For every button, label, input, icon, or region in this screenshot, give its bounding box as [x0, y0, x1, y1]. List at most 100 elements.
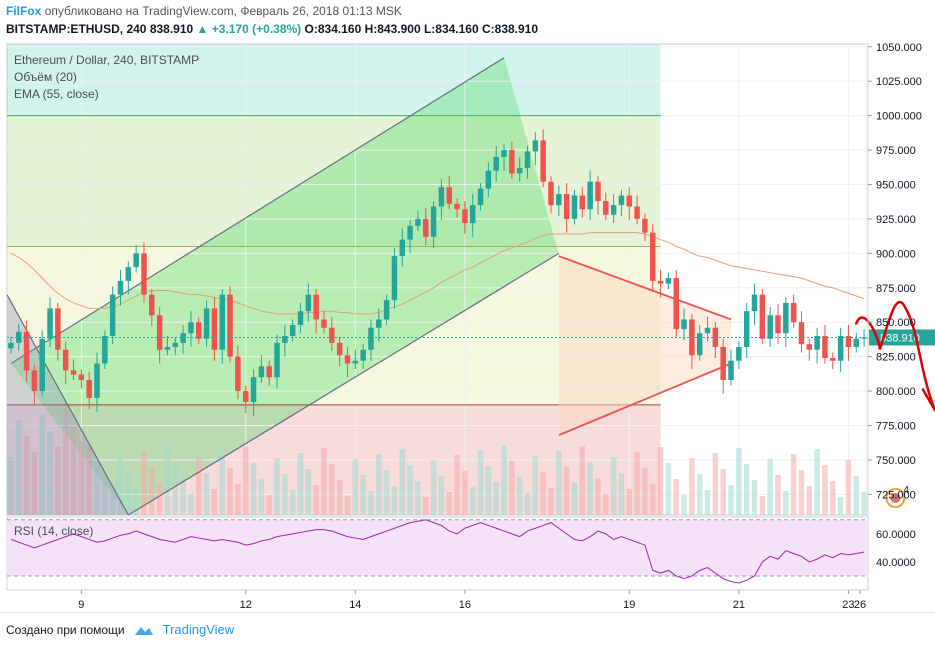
candle: [407, 225, 413, 240]
candle: [501, 150, 507, 157]
volume-bar: [336, 480, 343, 515]
candle: [305, 294, 312, 312]
volume-bar: [516, 477, 523, 515]
candle: [423, 218, 429, 237]
candle: [227, 294, 233, 357]
candle: [618, 195, 625, 206]
channel-fill: [10, 57, 559, 515]
volume-bar: [250, 463, 257, 515]
rsi-tick-label: 60.0000: [876, 529, 916, 541]
volume-bar: [837, 497, 844, 515]
candle: [798, 322, 805, 345]
candle: [282, 335, 288, 343]
candle: [634, 206, 640, 219]
candle: [837, 335, 844, 361]
volume-bar: [180, 478, 186, 515]
volume-bar: [149, 467, 155, 515]
volume-bar: [681, 495, 687, 515]
time-tick-label: 9: [78, 599, 84, 611]
candle: [704, 327, 711, 334]
price-change: +3.170 (+0.38%): [211, 22, 302, 36]
volume-bar: [70, 426, 77, 515]
zone-upper: [7, 44, 661, 116]
publisher-name[interactable]: FilFox: [6, 4, 42, 18]
candle: [383, 300, 390, 320]
volume-bar: [830, 481, 836, 515]
triangle-fill: [558, 256, 732, 436]
volume-bar: [376, 454, 382, 515]
candle: [853, 338, 859, 347]
volume-bar: [141, 451, 147, 515]
triangle-top-line: [558, 255, 732, 321]
price-tick-label: 1025.000: [876, 76, 922, 88]
time-tick-label: 23: [842, 599, 854, 611]
candle: [321, 319, 327, 328]
up-arrow-icon: ▲: [196, 22, 209, 36]
event-count: 4: [903, 485, 909, 496]
time-tick-label: 12: [240, 599, 252, 611]
candle: [258, 366, 265, 378]
volume-bar: [297, 453, 304, 515]
volume-bar: [822, 465, 828, 515]
candle: [571, 195, 578, 219]
candle: [469, 205, 476, 224]
candle: [720, 346, 726, 381]
candle: [610, 205, 617, 215]
candle: [642, 218, 648, 233]
tradingview-brand[interactable]: TradingView: [162, 622, 235, 637]
candle: [806, 344, 813, 350]
candle: [673, 278, 679, 330]
price-tag-label: 838.910: [880, 332, 920, 344]
volume-bar: [509, 461, 515, 515]
candle: [86, 380, 92, 398]
volume-bar: [258, 479, 265, 515]
candle: [188, 322, 194, 334]
candle: [336, 342, 343, 356]
candle: [650, 232, 656, 281]
volume-bar: [23, 436, 30, 515]
volume-bar: [524, 493, 531, 515]
candle: [352, 360, 359, 364]
price-tick-label: 750.000: [876, 455, 916, 467]
volume-bar: [266, 495, 272, 515]
volume-bar: [8, 457, 14, 515]
volume-bar: [242, 447, 249, 515]
candle: [493, 156, 499, 171]
candle: [563, 194, 570, 219]
volume-bar: [595, 478, 601, 515]
candle: [783, 302, 789, 334]
candle: [743, 311, 750, 347]
publish-line: FilFox опубликовано на TradingView.com, …: [6, 4, 402, 18]
volume-bar: [845, 460, 852, 515]
price-tick-label: 925.000: [876, 214, 916, 226]
candle: [47, 308, 53, 339]
volume-bar: [321, 448, 327, 515]
volume-bar: [548, 488, 554, 515]
candle: [250, 377, 257, 403]
left-triangle-line: [6, 294, 129, 516]
candle: [70, 370, 77, 375]
footer-divider: [0, 612, 935, 613]
volume-bar: [603, 494, 609, 515]
legend-title: Ethereum / Dollar, 240, BITSTAMP: [14, 53, 199, 67]
volume-bar: [853, 476, 859, 515]
volume-bar: [368, 491, 374, 515]
candle: [125, 267, 132, 281]
candle: [454, 203, 460, 210]
volume-bar: [650, 484, 656, 515]
volume-bar: [16, 420, 22, 515]
volume-bar: [391, 486, 398, 515]
candle: [109, 294, 116, 336]
volume-bar: [720, 469, 726, 515]
volume-bar: [407, 465, 413, 515]
price-tick-label: 1050.000: [876, 42, 922, 54]
volume-bar: [501, 445, 507, 515]
candle: [266, 366, 272, 378]
candle: [657, 280, 664, 284]
volume-bar: [86, 445, 92, 515]
candle: [133, 253, 139, 268]
candle: [399, 239, 406, 257]
volume-bar: [125, 472, 132, 515]
volume-bar: [618, 473, 625, 515]
